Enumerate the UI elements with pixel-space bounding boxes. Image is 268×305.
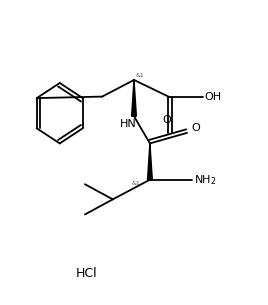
Text: NH$_2$: NH$_2$ bbox=[194, 173, 216, 187]
Text: O: O bbox=[191, 123, 200, 133]
Text: O: O bbox=[163, 115, 172, 125]
Text: HCl: HCl bbox=[76, 267, 97, 280]
Polygon shape bbox=[132, 80, 136, 116]
Text: HN: HN bbox=[120, 119, 137, 129]
Text: &1: &1 bbox=[135, 74, 144, 78]
Polygon shape bbox=[147, 143, 152, 180]
Text: &1: &1 bbox=[131, 181, 140, 186]
Text: OH: OH bbox=[204, 92, 221, 102]
